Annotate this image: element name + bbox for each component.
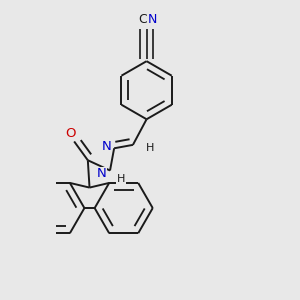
Text: N: N (102, 140, 112, 153)
Text: O: O (65, 128, 76, 140)
Text: N: N (97, 167, 106, 180)
Text: H: H (117, 174, 125, 184)
Text: H: H (146, 142, 154, 153)
Text: C: C (138, 13, 147, 26)
Text: N: N (148, 13, 158, 26)
